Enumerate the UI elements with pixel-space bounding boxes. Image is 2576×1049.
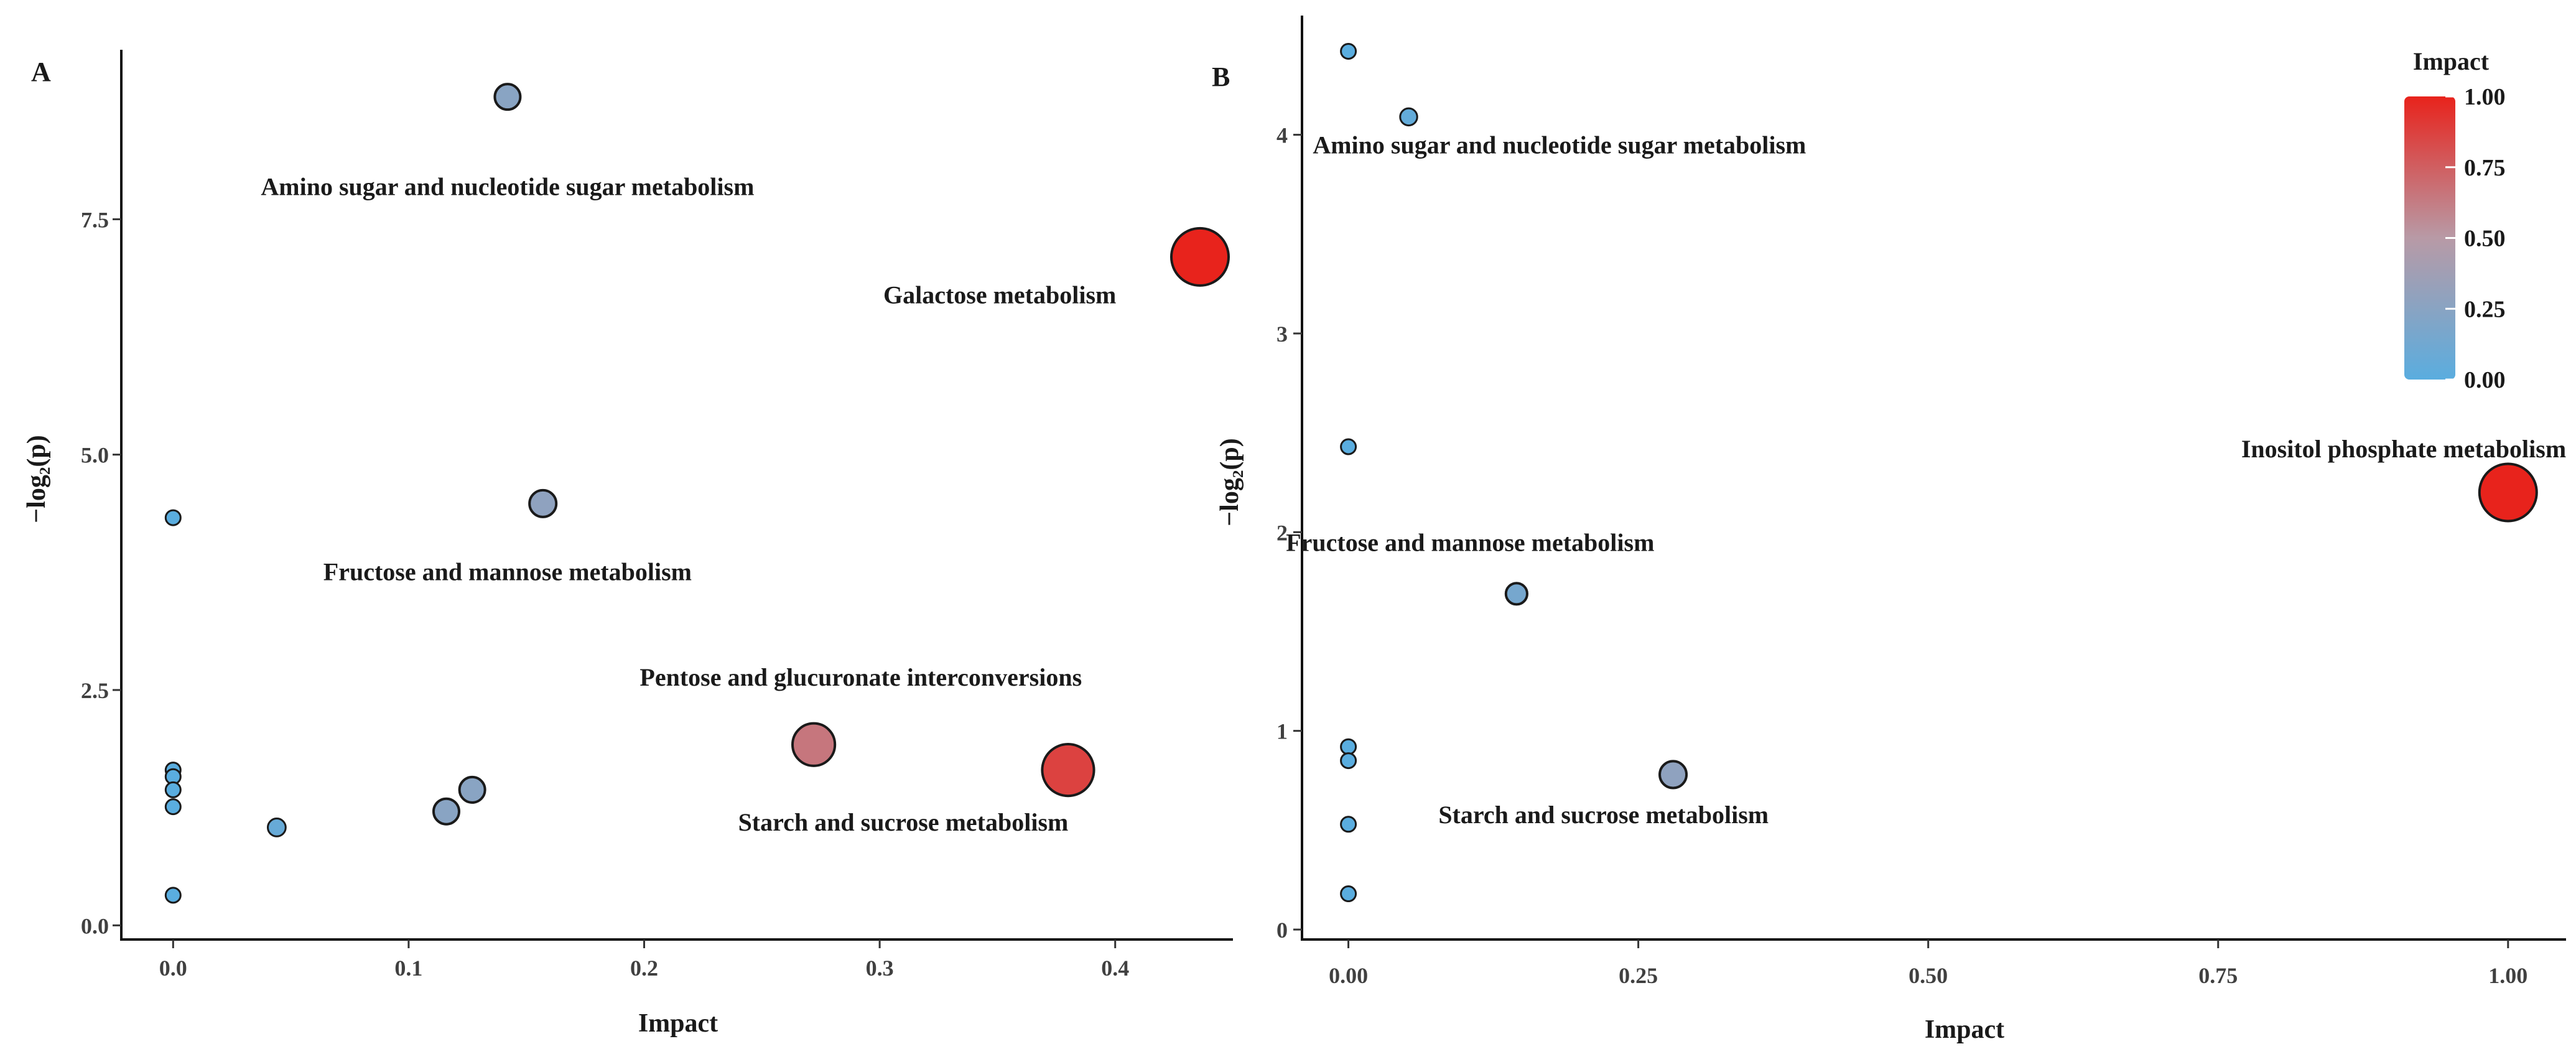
x-tick-label: 0.50 — [1909, 963, 1948, 988]
y-tick-label: 5.0 — [81, 443, 109, 468]
x-tick-label: 0.3 — [866, 956, 894, 981]
data-point — [1340, 438, 1357, 455]
point-label: Inositol phosphate metabolism — [2241, 435, 2566, 463]
x-tick-label: 0.0 — [159, 956, 187, 981]
panel-b-letter: B — [1212, 62, 1230, 92]
panel-a-axes: 0.0 0.1 0.2 0.3 0.4 0.0 2.5 5.0 7.5 — [81, 50, 1233, 981]
legend-tick-label: 1.00 — [2464, 84, 2506, 110]
panel-b-x-axis-title: Impact — [1925, 1015, 2004, 1044]
panel-b-axes: 0.00 0.25 0.50 0.75 1.00 0 1 2 3 4 — [1276, 16, 2566, 988]
impact-legend: Impact 1.00 0.75 0.50 0.25 0.00 — [2404, 47, 2506, 393]
x-tick-label: 0.1 — [394, 956, 422, 981]
data-point — [1340, 816, 1357, 833]
x-tick-label: 0.4 — [1101, 956, 1129, 981]
panel-a-labels: Amino sugar and nucleotide sugar metabol… — [261, 172, 1116, 836]
legend-ticks: 1.00 0.75 0.50 0.25 0.00 — [2445, 84, 2506, 393]
point-label: Starch and sucrose metabolism — [1438, 801, 1769, 829]
y-tick-label: 2.5 — [81, 678, 109, 703]
panel-a-x-axis-title: Impact — [638, 1009, 718, 1038]
y-tick-label: 4 — [1276, 123, 1288, 148]
panel-a-y-axis-title: −log₂(p) — [22, 435, 51, 523]
point-label: Fructose and mannose metabolism — [323, 557, 692, 585]
panel-b: B 0.00 0.25 0.50 0.75 1.00 0 1 2 3 4 Amino sugar … — [1212, 16, 2566, 1044]
data-point — [1340, 752, 1357, 770]
data-point — [164, 887, 182, 904]
x-tick-label: 0.25 — [1619, 963, 1658, 988]
point-label: Galactose metabolism — [883, 281, 1116, 309]
x-tick-label: 0.2 — [630, 956, 658, 981]
legend-tick-label: 0.25 — [2464, 296, 2506, 322]
data-point — [528, 488, 558, 518]
data-point — [1041, 743, 1095, 798]
data-point — [164, 781, 182, 798]
y-tick-label: 0 — [1276, 918, 1288, 943]
data-point — [1504, 582, 1528, 606]
y-tick-label: 2 — [1276, 520, 1288, 545]
data-point — [164, 509, 182, 526]
data-point — [432, 797, 460, 826]
data-point — [2478, 462, 2538, 523]
legend-title: Impact — [2413, 47, 2490, 75]
point-label: Pentose and glucuronate interconversions — [639, 663, 1082, 691]
data-point — [493, 83, 522, 111]
y-tick-label: 0.0 — [81, 913, 109, 938]
point-label: Starch and sucrose metabolism — [738, 808, 1069, 836]
panel-a-letter: A — [31, 57, 51, 87]
point-label: Fructose and mannose metabolism — [1286, 528, 1654, 556]
panel-b-y-axis-title: −log₂(p) — [1216, 438, 1244, 526]
legend-tick-label: 0.75 — [2464, 155, 2506, 181]
legend-tick-label: 0.00 — [2464, 367, 2506, 393]
data-point — [1340, 885, 1357, 903]
y-tick-label: 3 — [1276, 322, 1288, 347]
data-point — [1340, 738, 1357, 755]
point-label: Amino sugar and nucleotide sugar metabol… — [1313, 131, 1806, 159]
x-tick-label: 0.00 — [1329, 963, 1368, 988]
data-point — [791, 722, 837, 767]
data-point — [458, 775, 486, 804]
y-tick-label: 1 — [1276, 719, 1288, 744]
data-point — [1658, 760, 1688, 790]
data-point — [164, 798, 182, 816]
panel-b-labels: Amino sugar and nucleotide sugar metabol… — [1286, 131, 2566, 829]
data-point — [1340, 42, 1357, 60]
panel-b-points — [1340, 42, 2538, 903]
legend-tick-label: 0.50 — [2464, 226, 2506, 252]
data-point — [1399, 107, 1418, 127]
x-tick-label: 1.00 — [2488, 963, 2527, 988]
x-tick-label: 0.75 — [2198, 963, 2238, 988]
y-tick-label: 7.5 — [81, 207, 109, 232]
legend-colorbar — [2404, 96, 2455, 380]
data-point — [1169, 226, 1230, 287]
data-point — [266, 818, 287, 837]
panel-a: A 0.0 0.1 0.2 0.3 0.4 0.0 2.5 5.0 7.5 Amino suga… — [22, 50, 1233, 1038]
point-label: Amino sugar and nucleotide sugar metabol… — [261, 172, 754, 200]
panel-a-points — [164, 83, 1230, 904]
